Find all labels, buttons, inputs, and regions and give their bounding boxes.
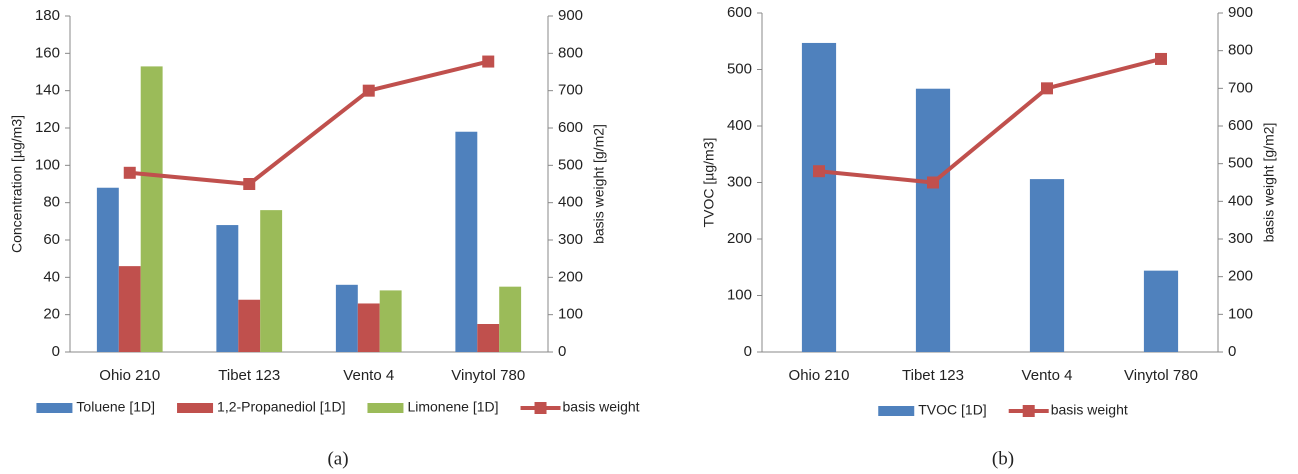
y2-axis-title: basis weight [g/m2] [591, 124, 607, 244]
y-tick-label: 100 [727, 286, 752, 303]
y-tick-label: 160 [35, 44, 60, 61]
y2-tick-label: 800 [1228, 42, 1253, 59]
x-tick-label: Vento 4 [1022, 367, 1073, 384]
bar [1029, 179, 1065, 352]
marker [123, 166, 136, 179]
x-tick-label: Vinytol 780 [1124, 367, 1198, 384]
bar [238, 299, 261, 352]
bar [455, 131, 478, 352]
chart: 0 20 40 60 80 100 120 140 160 180 0 100 200 300 400 500… [9, 7, 640, 469]
legend-label: Limonene [1D] [407, 399, 498, 415]
bar [140, 66, 163, 353]
legend-label: 1,2-Propanediol [1D] [217, 399, 345, 415]
bar [357, 303, 380, 352]
y-tick-label: 500 [727, 60, 752, 77]
y2-tick-label: 400 [558, 194, 583, 211]
y2-tick-label: 0 [1228, 343, 1236, 360]
bar [915, 88, 951, 353]
legend-swatch [534, 402, 547, 414]
marker [1041, 82, 1053, 95]
legend-swatch [36, 403, 73, 413]
y-tick-label: 180 [35, 7, 60, 24]
legend: Toluene [1D] 1,2-Propanediol [1D] Limonene… [36, 399, 640, 415]
y2-tick-label: 300 [1228, 230, 1253, 247]
y2-tick-label: 200 [1228, 268, 1253, 285]
y-tick-label: 300 [727, 173, 752, 190]
marker [362, 84, 375, 97]
chart: 0 100 200 300 400 500 600 0 100 200 300 400 500 600 70… [701, 4, 1277, 469]
y-tick-label: 0 [744, 343, 752, 360]
y-axis-title: Concentration [µg/m3] [9, 115, 25, 253]
bar [379, 290, 402, 352]
legend-label: basis weight [563, 399, 640, 415]
marker [1155, 52, 1167, 65]
y-axis-title: TVOC [µg/m3] [701, 138, 717, 228]
x-tick-label: Vento 4 [343, 367, 394, 384]
bar [1143, 270, 1179, 352]
marker [813, 165, 825, 178]
x-tick-label: Ohio 210 [99, 367, 160, 384]
y2-tick-label: 700 [1228, 79, 1253, 96]
y-tick-label: 60 [43, 231, 60, 248]
y-tick-label: 100 [35, 156, 60, 173]
x-tick-label: Tibet 123 [218, 367, 280, 384]
bar [801, 42, 837, 352]
y2-tick-label: 300 [558, 231, 583, 248]
y2-tick-label: 100 [558, 306, 583, 323]
legend-label: basis weight [1051, 402, 1128, 418]
y2-tick-label: 700 [558, 82, 583, 99]
y-tick-label: 40 [43, 268, 60, 285]
legend-swatch [1022, 405, 1035, 417]
marker [482, 55, 495, 68]
y-tick-label: 0 [52, 343, 60, 360]
y2-tick-label: 500 [1228, 155, 1253, 172]
y-tick-label: 120 [35, 119, 60, 136]
bar [260, 210, 283, 352]
legend: TVOC [1D] basis weight [878, 402, 1128, 418]
y2-tick-label: 600 [1228, 117, 1253, 134]
legend-swatch [177, 403, 214, 413]
y2-tick-label: 100 [1228, 305, 1253, 322]
caption: (b) [992, 448, 1014, 469]
bar [477, 324, 500, 352]
bar [216, 225, 239, 352]
y-tick-label: 200 [727, 230, 752, 247]
y2-tick-label: 200 [558, 268, 583, 285]
legend-swatch [367, 403, 404, 413]
bar [499, 286, 522, 352]
legend-label: TVOC [1D] [918, 402, 986, 418]
y2-tick-label: 800 [558, 44, 583, 61]
y2-tick-label: 500 [558, 156, 583, 173]
line [129, 59, 489, 187]
y2-tick-label: 400 [1228, 192, 1253, 209]
bar [335, 284, 358, 352]
bar [96, 187, 119, 352]
legend-label: Toluene [1D] [76, 399, 155, 415]
caption: (a) [327, 448, 348, 469]
line [818, 57, 1162, 185]
legend-swatch [878, 406, 915, 416]
y-tick-label: 80 [43, 194, 60, 211]
y2-tick-label: 600 [558, 119, 583, 136]
x-tick-label: Tibet 123 [902, 367, 964, 384]
bar [118, 266, 141, 352]
y-tick-label: 600 [727, 4, 752, 21]
y-tick-label: 400 [727, 117, 752, 134]
x-tick-label: Vinytol 780 [451, 367, 525, 384]
y2-tick-label: 0 [558, 343, 566, 360]
marker [927, 176, 939, 189]
marker [243, 178, 256, 190]
y-tick-label: 20 [43, 306, 60, 323]
x-tick-label: Ohio 210 [789, 367, 850, 384]
y2-tick-label: 900 [558, 7, 583, 24]
y-tick-label: 140 [35, 82, 60, 99]
y2-tick-label: 900 [1228, 4, 1253, 21]
y2-axis-title: basis weight [g/m2] [1261, 123, 1277, 243]
